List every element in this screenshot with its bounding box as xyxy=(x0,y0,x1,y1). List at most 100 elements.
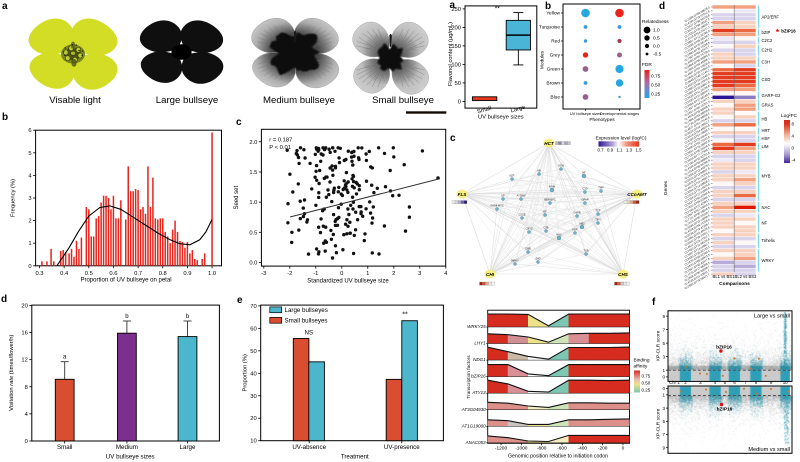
svg-text:UV-presence: UV-presence xyxy=(384,444,420,451)
svg-text:FLS: FLS xyxy=(458,192,468,197)
svg-text:0.50: 0.50 xyxy=(642,381,651,386)
svg-text:GRAS: GRAS xyxy=(762,103,774,108)
svg-text:3: 3 xyxy=(662,406,665,411)
svg-text:0.5: 0.5 xyxy=(249,230,257,236)
svg-text:5: 5 xyxy=(662,341,665,346)
svg-text:FDR: FDR xyxy=(642,62,652,68)
svg-text:-800: -800 xyxy=(537,446,547,452)
svg-text:NAC: NAC xyxy=(556,233,562,237)
svg-text:HB: HB xyxy=(762,116,768,121)
svg-text:0: 0 xyxy=(622,446,625,452)
svg-text:100: 100 xyxy=(451,62,461,68)
svg-text:C2CB: C2CB xyxy=(519,213,526,217)
svg-text:bZP: bZP xyxy=(510,174,515,178)
svg-text:1: 1 xyxy=(366,271,369,277)
svg-text:0.25: 0.25 xyxy=(642,388,651,393)
svg-text:AT1G19000: AT1G19000 xyxy=(461,423,486,428)
svg-text:NDG1: NDG1 xyxy=(473,357,486,362)
svg-text:TIFY: TIFY xyxy=(595,218,601,222)
svg-text:Red: Red xyxy=(551,39,560,45)
svg-text:ATY13: ATY13 xyxy=(471,390,486,395)
svg-text:Yellow: Yellow xyxy=(546,11,560,17)
svg-text:HB: HB xyxy=(537,169,541,173)
svg-text:Expression level (log²C): Expression level (log²C) xyxy=(596,136,647,142)
svg-text:50: 50 xyxy=(455,81,461,87)
svg-text:0.5: 0.5 xyxy=(85,271,93,277)
svg-text:CHI: CHI xyxy=(486,272,495,277)
svg-text:9: 9 xyxy=(770,380,773,385)
svg-text:a: a xyxy=(450,0,456,11)
svg-text:f: f xyxy=(652,297,656,308)
svg-text:UV-absence: UV-absence xyxy=(292,444,326,451)
svg-text:Blue: Blue xyxy=(550,95,560,101)
svg-text:Turquoise: Turquoise xyxy=(539,25,560,31)
svg-text:Large bullseyes: Large bullseyes xyxy=(285,307,328,314)
svg-text:1.5: 1.5 xyxy=(249,170,257,176)
svg-text:3: 3 xyxy=(418,271,421,277)
svg-text:Log²FC: Log²FC xyxy=(781,113,798,119)
svg-text:HB2: HB2 xyxy=(579,222,585,226)
svg-text:C2H2: C2H2 xyxy=(762,48,773,53)
svg-text:1.5: 1.5 xyxy=(635,147,642,152)
svg-text:MYB: MYB xyxy=(549,185,555,189)
svg-text:Developmental stages: Developmental stages xyxy=(600,111,640,116)
svg-text:MYB: MYB xyxy=(762,173,771,178)
svg-text:1: 1 xyxy=(662,368,665,373)
svg-text:GARB: GARB xyxy=(573,211,581,215)
svg-text:0.9: 0.9 xyxy=(607,147,614,152)
svg-text:20: 20 xyxy=(21,303,27,309)
svg-text:NS: NS xyxy=(304,330,313,337)
svg-text:d: d xyxy=(1,294,7,305)
svg-text:30: 30 xyxy=(250,394,256,400)
svg-text:Relatedness: Relatedness xyxy=(642,19,669,25)
svg-text:Proportion (%): Proportion (%) xyxy=(242,354,248,391)
svg-text:0.6: 0.6 xyxy=(109,271,117,277)
svg-text:bZIP: bZIP xyxy=(762,30,771,35)
svg-text:Phenotypes: Phenotypes xyxy=(589,117,615,123)
svg-text:XP-CLR score: XP-CLR score xyxy=(656,408,662,439)
svg-text:Genes: Genes xyxy=(663,180,669,195)
svg-text:2.0: 2.0 xyxy=(249,140,257,146)
svg-text:bZIP16: bZIP16 xyxy=(471,374,486,379)
svg-text:Transcription factors: Transcription factors xyxy=(466,355,472,399)
svg-text:200: 200 xyxy=(451,25,461,31)
svg-text:HSF: HSF xyxy=(762,136,771,141)
svg-text:KOH: KOH xyxy=(558,164,564,168)
svg-text:LIM: LIM xyxy=(762,144,769,149)
svg-text:NF: NF xyxy=(582,171,586,175)
svg-text:0.4: 0.4 xyxy=(60,271,69,277)
svg-text:NAC: NAC xyxy=(762,205,771,210)
svg-text:TWF: TWF xyxy=(598,186,604,190)
svg-text:9: 9 xyxy=(662,445,665,450)
svg-text:7: 7 xyxy=(662,327,665,332)
svg-text:0: 0 xyxy=(662,375,665,380)
svg-text:BL2 vs BS2: BL2 vs BS2 xyxy=(735,274,758,279)
svg-text:Large: Large xyxy=(180,444,196,451)
svg-text:bZIP16: bZIP16 xyxy=(717,406,733,412)
svg-text:XHD8-MYC: XHD8-MYC xyxy=(490,204,504,208)
svg-text:Treatment: Treatment xyxy=(341,454,369,461)
svg-text:4: 4 xyxy=(25,412,29,418)
svg-text:ZHD: ZHD xyxy=(535,257,540,261)
svg-text:Green: Green xyxy=(547,67,561,73)
svg-text:8: 8 xyxy=(792,122,795,127)
svg-text:CSD: CSD xyxy=(762,77,771,82)
svg-text:-200: -200 xyxy=(598,446,608,452)
svg-text:C2C2: C2C2 xyxy=(762,38,773,43)
svg-text:affinity: affinity xyxy=(634,364,648,370)
svg-text:0.0: 0.0 xyxy=(249,261,257,267)
svg-text:e: e xyxy=(237,295,243,306)
svg-text:H3F: H3F xyxy=(573,228,578,232)
svg-text:2: 2 xyxy=(684,380,687,385)
svg-text:3: 3 xyxy=(28,196,31,202)
svg-text:50: 50 xyxy=(250,349,256,355)
svg-text:Flavonol content (µg/mL): Flavonol content (µg/mL) xyxy=(448,22,454,86)
svg-text:c: c xyxy=(450,133,456,144)
svg-text:Large: Large xyxy=(510,105,526,115)
svg-text:b: b xyxy=(125,314,129,320)
svg-text:1: 1 xyxy=(28,241,31,247)
svg-text:1.1: 1.1 xyxy=(616,147,623,152)
svg-text:C3H: C3H xyxy=(762,59,770,64)
svg-text:1.0: 1.0 xyxy=(249,200,257,206)
svg-text:DBB: DBB xyxy=(525,247,531,251)
